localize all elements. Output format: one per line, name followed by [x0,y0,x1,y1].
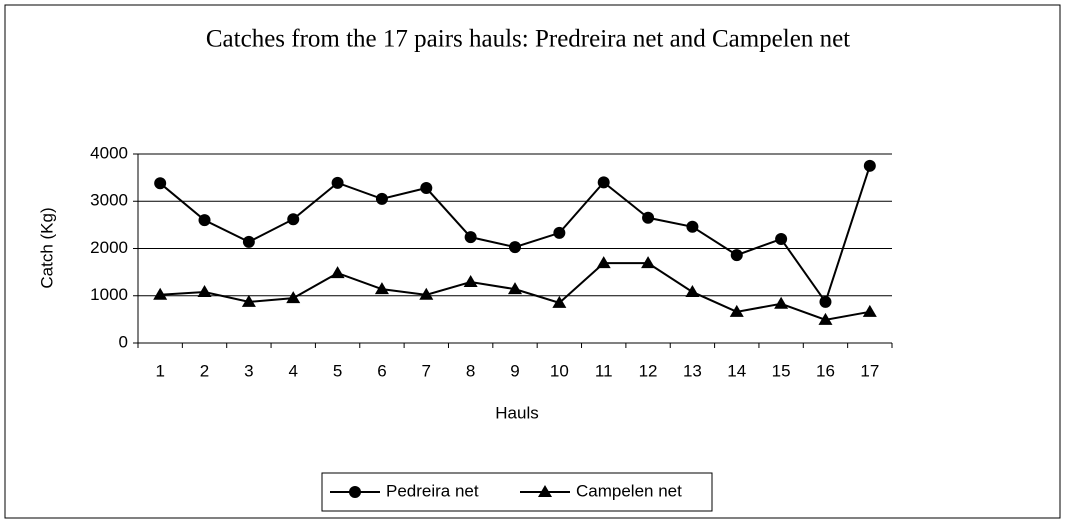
y-tick-label: 3000 [90,191,128,210]
y-axis-label: Catch (Kg) [37,207,56,288]
x-tick-label: 7 [422,361,431,380]
marker [596,256,611,269]
marker [552,295,567,308]
marker [463,275,478,288]
x-tick-label: 5 [333,361,342,380]
legend-label: Pedreira net [386,481,479,500]
x-tick-label: 4 [289,361,298,380]
marker [553,226,566,239]
x-tick-label: 1 [155,361,164,380]
marker [420,182,433,195]
x-tick-label: 13 [683,361,702,380]
marker [642,211,655,224]
marker [641,256,656,269]
y-tick-label: 4000 [90,143,128,162]
x-tick-label: 12 [639,361,658,380]
marker [509,241,521,254]
marker [374,282,389,295]
x-tick-label: 14 [727,361,746,380]
x-tick-label: 3 [244,361,253,380]
chart-title: Catches from the 17 pairs hauls: Predrei… [206,26,850,53]
y-tick-label: 1000 [90,285,128,304]
marker [685,284,700,297]
marker [153,287,168,300]
x-tick-label: 15 [772,361,791,380]
marker [242,235,255,248]
marker [349,486,361,498]
marker [819,295,832,308]
marker [375,192,388,205]
marker [464,231,477,244]
marker [198,214,211,227]
marker [775,233,788,246]
marker [862,304,877,317]
x-tick-label: 9 [510,361,519,380]
legend-label: Campelen net [576,481,682,500]
x-tick-label: 16 [816,361,835,380]
marker [686,220,699,233]
y-tick-label: 0 [119,332,128,351]
marker [241,294,256,307]
marker [287,213,300,226]
marker [286,291,301,304]
chart-border [4,4,1061,519]
x-tick-label: 11 [595,361,613,380]
x-axis-label: Hauls [495,403,538,422]
marker [774,296,789,309]
legend-box [321,472,713,512]
marker [729,304,744,317]
marker [818,312,833,325]
marker [538,485,552,497]
y-tick-label: 2000 [90,238,128,257]
x-tick-label: 2 [200,361,209,380]
marker [597,176,610,189]
marker [197,284,212,297]
x-tick-label: 6 [377,361,386,380]
marker [863,159,876,172]
marker [154,177,167,190]
x-tick-label: 10 [550,361,569,380]
x-tick-label: 17 [860,361,879,380]
marker [730,249,743,262]
marker [331,176,344,189]
x-tick-label: 8 [466,361,475,380]
marker [419,287,434,300]
marker [508,282,522,295]
marker [330,266,345,279]
